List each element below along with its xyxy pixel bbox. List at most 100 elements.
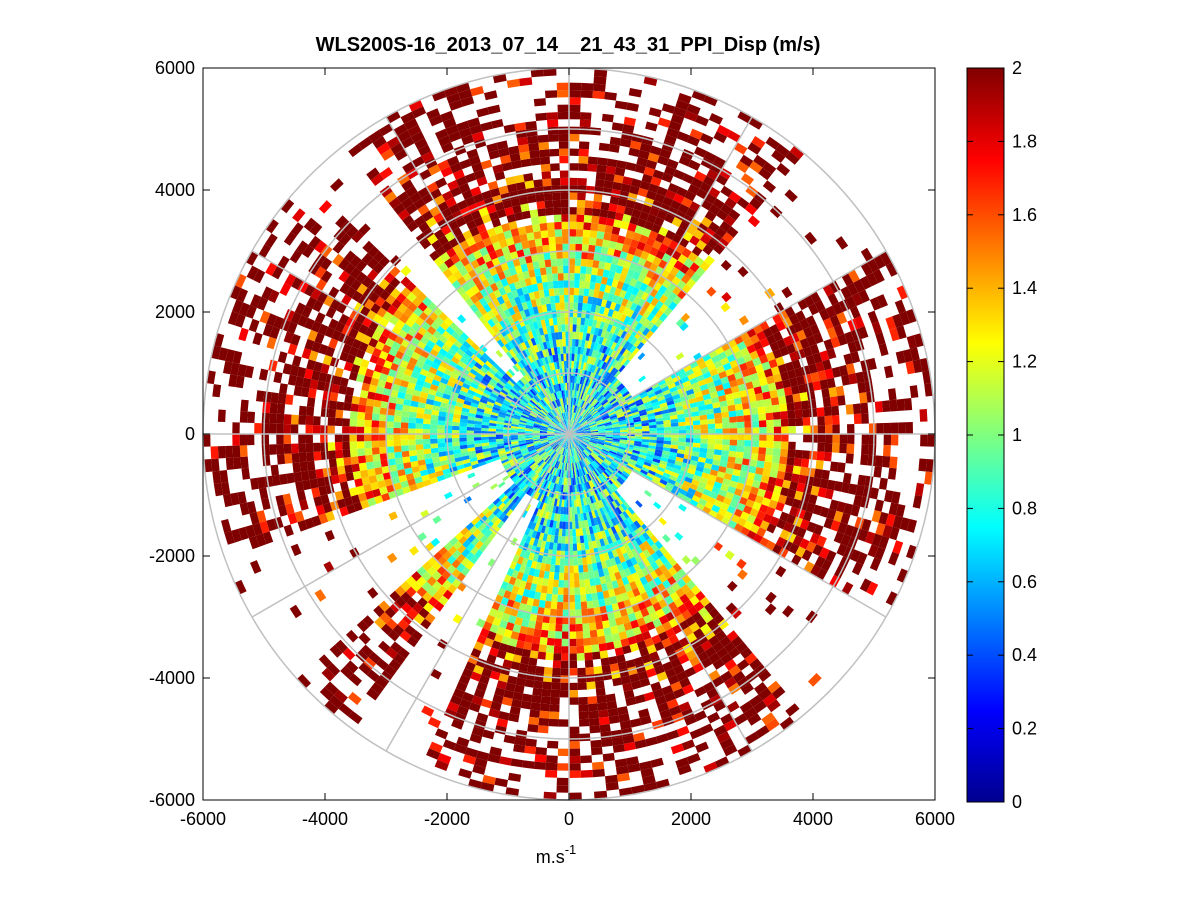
- data-cell: [576, 398, 580, 406]
- data-cell: [588, 237, 597, 246]
- data-cell: [670, 113, 685, 125]
- data-cell: [569, 631, 577, 639]
- data-cell: [639, 142, 652, 153]
- data-cell: [825, 434, 833, 444]
- data-cell: [573, 572, 580, 581]
- data-cell: [781, 426, 789, 434]
- data-cell: [676, 725, 690, 737]
- data-cell: [899, 311, 911, 326]
- data-cell: [604, 421, 612, 426]
- data-cell: [580, 419, 587, 425]
- data-cell: [680, 376, 690, 384]
- data-cell: [583, 411, 589, 418]
- data-cell: [576, 429, 584, 432]
- data-cell: [709, 391, 719, 399]
- data-cell: [588, 420, 596, 425]
- data-cell: [717, 237, 729, 249]
- data-cell: [763, 461, 772, 470]
- data-cell: [627, 353, 635, 362]
- data-cell: [773, 426, 782, 434]
- data-cell: [898, 422, 906, 434]
- data-cell: [616, 320, 624, 329]
- data-cell: [619, 441, 627, 445]
- data-cell: [608, 715, 620, 724]
- data-cell: [684, 110, 698, 122]
- data-cell: [740, 173, 754, 186]
- data-cell: [573, 423, 580, 429]
- data-cell: [680, 274, 691, 284]
- data-cell: [571, 420, 575, 428]
- data-cell: [594, 282, 601, 291]
- data-cell: [671, 437, 679, 442]
- data-cell: [613, 327, 621, 336]
- data-cell: [607, 374, 615, 383]
- data-cell: [776, 470, 786, 480]
- data-cell: [569, 338, 573, 347]
- data-cell: [587, 340, 592, 349]
- data-cell: [328, 408, 336, 418]
- data-cell: [574, 423, 580, 430]
- data-cell: [721, 417, 730, 424]
- data-cell: [576, 638, 584, 647]
- data-cell: [290, 543, 302, 557]
- data-cell: [724, 197, 737, 209]
- data-cell: [664, 134, 677, 146]
- data-cell: [592, 651, 601, 660]
- data-cell: [817, 425, 826, 434]
- data-cell: [569, 638, 577, 647]
- data-cell: [335, 449, 344, 459]
- data-cell: [409, 545, 419, 556]
- data-cell: [646, 253, 656, 263]
- data-cell: [572, 528, 577, 537]
- data-cell: [733, 142, 748, 155]
- data-cell: [743, 337, 754, 348]
- data-cell: [556, 550, 561, 559]
- data-cell: [610, 418, 619, 422]
- data-cell: [669, 448, 678, 454]
- data-cell: [605, 693, 616, 703]
- data-cell: [530, 643, 540, 652]
- data-cell: [713, 360, 723, 369]
- data-cell: [466, 437, 475, 442]
- data-cell: [588, 387, 594, 396]
- data-cell: [673, 193, 685, 204]
- data-cell: [575, 361, 580, 369]
- data-cell: [619, 347, 627, 356]
- data-cell: [577, 185, 587, 193]
- data-cell: [579, 418, 586, 425]
- data-cell: [645, 237, 656, 247]
- data-cell: [729, 439, 738, 446]
- data-cell: [569, 792, 582, 800]
- data-cell: [580, 392, 584, 400]
- data-cell: [650, 306, 660, 316]
- data-cell: [599, 321, 606, 330]
- data-cell: [714, 412, 722, 419]
- data-cell: [634, 426, 642, 430]
- data-cell: [601, 389, 609, 396]
- data-cell: [573, 565, 579, 573]
- data-cell: [849, 306, 861, 319]
- data-cell: [825, 305, 837, 318]
- data-cell: [620, 220, 630, 230]
- data-cell: [351, 395, 360, 405]
- data-cell: [922, 370, 932, 385]
- data-cell: [664, 165, 676, 177]
- data-cell: [733, 463, 742, 471]
- data-cell: [689, 377, 698, 385]
- data-cell: [594, 673, 604, 682]
- data-cell: [848, 373, 858, 385]
- data-cell: [583, 412, 590, 419]
- data-cell: [764, 405, 773, 414]
- data-cell: [623, 206, 634, 216]
- data-cell: [578, 148, 589, 157]
- data-cell: [699, 414, 708, 421]
- data-cell: [618, 417, 626, 422]
- data-cell: [641, 425, 650, 429]
- data-cell: [594, 402, 601, 409]
- data-cell: [657, 379, 666, 386]
- data-cell: [481, 436, 489, 441]
- data-cell: [283, 443, 292, 454]
- data-cell: [629, 345, 637, 354]
- data-cell: [883, 445, 891, 457]
- data-cell: [623, 332, 632, 341]
